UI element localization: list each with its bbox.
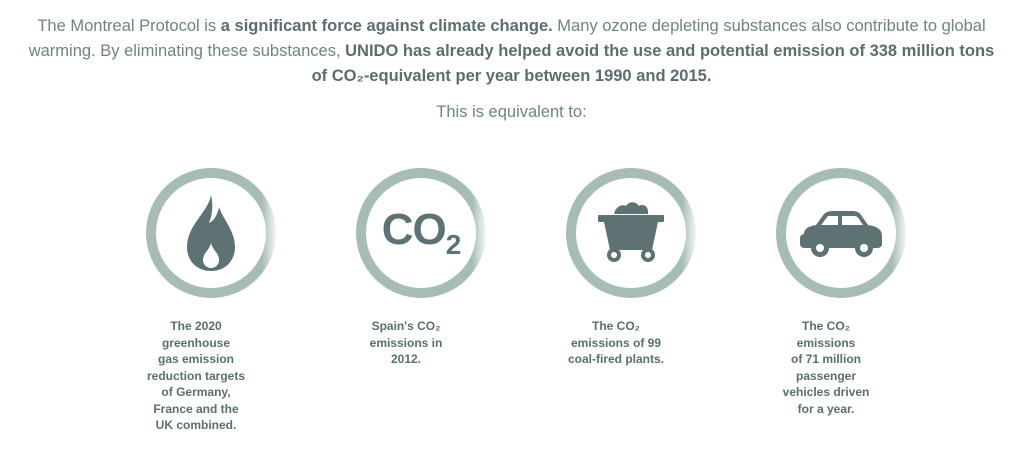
flame-icon [187,195,235,271]
caption-line: of 71 million [790,352,861,366]
caption-coal: The CO₂ emissions of 99 coal-fired plant… [537,318,695,368]
car-icon [800,211,882,257]
intro-text-1: The Montreal Protocol is [37,17,221,35]
caption-line: 2012. [390,352,422,366]
intro-text-2: Many ozone depleting substances also con… [28,17,986,60]
intro-bold-2: UNIDO has already helped avoid the use a… [311,42,995,85]
caption-line: emissions of 99 [570,335,662,350]
caption-line: coal-fired plants. [567,352,665,366]
caption-targets: The 2020 greenhouse gas emission reducti… [117,318,275,434]
caption-line: of Germany, [161,385,231,399]
co2-icon: CO2 [381,204,462,260]
icon-ring [776,168,908,298]
caption-line: gas emission [157,352,235,366]
intro-paragraph: The Montreal Protocol is a significant f… [20,14,1003,89]
intro-bold-1: a significant force against climate chan… [220,17,553,35]
coal-cart-icon [598,202,664,262]
icon-ring [566,168,698,298]
icon-ring: CO2 [356,168,488,298]
co2-icon-subscript: 2 [445,228,462,260]
caption-line: emissions in [369,335,443,350]
caption-line: emissions [796,335,856,350]
caption-line: for a year. [797,401,855,416]
caption-line: Spain's CO₂ [371,319,441,333]
caption-vehicles: The CO₂ emissions of 71 million passenge… [747,318,905,417]
icon-ring [146,168,278,298]
caption-line: reduction targets [146,368,245,383]
caption-line: France and the [153,401,239,416]
caption-line: The 2020 [170,319,222,333]
equivalent-heading: This is equivalent to: [436,103,587,121]
co2-icon-text: CO [381,204,447,254]
caption-line: passenger [795,368,857,383]
caption-spain: Spain's CO₂ emissions in 2012. [327,318,485,368]
caption-line: The CO₂ [802,319,850,333]
caption-line: vehicles driven [782,385,870,399]
caption-line: The CO₂ [592,319,640,333]
caption-line: greenhouse [161,335,230,350]
caption-line: UK combined. [155,418,237,432]
